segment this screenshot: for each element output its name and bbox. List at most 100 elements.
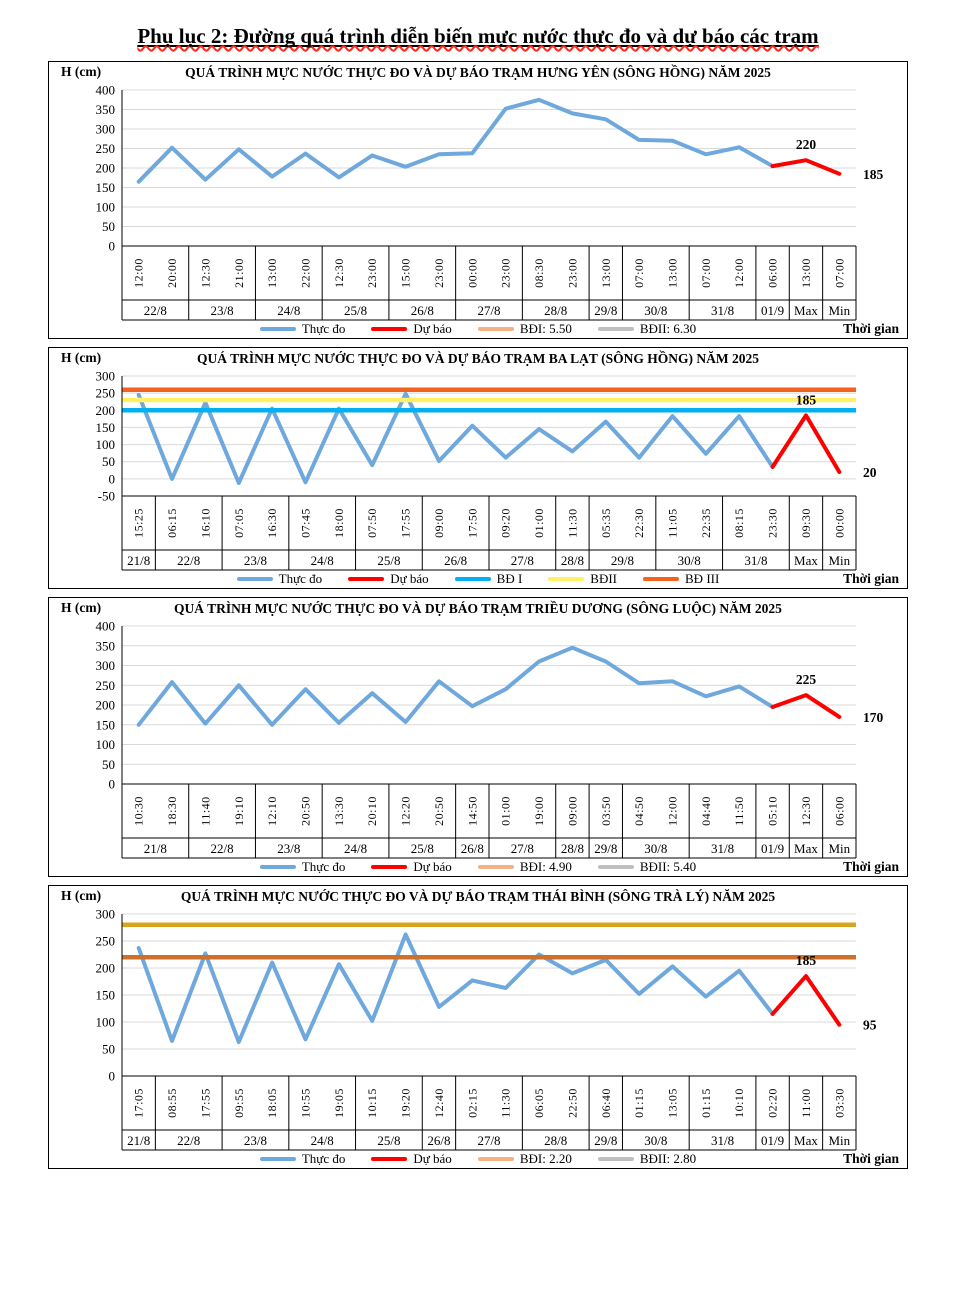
- svg-text:17:05: 17:05: [132, 1088, 146, 1118]
- svg-text:03:30: 03:30: [832, 1088, 846, 1118]
- legend-item: BĐII: [548, 571, 617, 587]
- svg-text:400: 400: [96, 82, 116, 97]
- svg-text:01/9: 01/9: [761, 303, 784, 318]
- svg-text:30/8: 30/8: [644, 1133, 667, 1148]
- legend-label: Thực đo: [301, 321, 346, 337]
- x-axis-title: Thời gian: [843, 570, 899, 586]
- svg-text:10:55: 10:55: [299, 1088, 313, 1118]
- legend-label: Dự báo: [413, 1151, 452, 1166]
- y-axis-title: H (cm): [61, 349, 102, 365]
- legend-row: Thực đo Dự báo BĐI: 5.50 BĐII: 6.30 Thời gi…: [49, 321, 907, 338]
- svg-text:12:30: 12:30: [198, 258, 212, 288]
- svg-text:150: 150: [96, 420, 116, 435]
- svg-text:Max: Max: [794, 841, 818, 856]
- svg-text:26/8: 26/8: [411, 303, 434, 318]
- svg-text:05:10: 05:10: [766, 796, 780, 826]
- chart-title: QUÁ TRÌNH MỰC NƯỚC THỰC ĐO VÀ DỰ BÁO TRẠ…: [180, 888, 776, 904]
- svg-text:26/8: 26/8: [427, 1133, 450, 1148]
- chart-legend: Thực đo Dự báo BĐI: 5.50 BĐII: 6.30: [259, 321, 697, 337]
- svg-text:22:50: 22:50: [565, 1088, 579, 1118]
- svg-text:23/8: 23/8: [244, 553, 267, 568]
- x-axis-title: Thời gian: [843, 858, 899, 874]
- legend-item: Thực đo: [259, 1151, 345, 1167]
- svg-text:50: 50: [102, 454, 115, 469]
- legend-row: Thực đo Dự báo BĐI: 4.90 BĐII: 5.40 Thời gi…: [49, 859, 907, 876]
- svg-text:250: 250: [96, 677, 116, 692]
- legend-label: BĐI: 4.90: [519, 859, 572, 875]
- svg-text:22/8: 22/8: [177, 553, 200, 568]
- chart-legend: Thực đo Dự báo BĐI: 4.90 BĐII: 5.40: [259, 859, 697, 875]
- svg-text:225: 225: [796, 672, 817, 687]
- svg-text:07:00: 07:00: [632, 258, 646, 288]
- legend-label: BĐII: 6.30: [639, 321, 697, 337]
- svg-text:11:05: 11:05: [666, 508, 680, 537]
- svg-text:21/8: 21/8: [127, 1133, 150, 1148]
- legend-label: BĐII: 5.40: [639, 859, 697, 875]
- svg-text:300: 300: [96, 368, 116, 383]
- legend-swatch: [477, 327, 514, 332]
- svg-text:150: 150: [96, 717, 116, 732]
- svg-text:23:00: 23:00: [565, 258, 579, 288]
- svg-text:22/8: 22/8: [144, 303, 167, 318]
- svg-text:00:00: 00:00: [465, 258, 479, 288]
- svg-text:23:00: 23:00: [499, 258, 513, 288]
- svg-text:24/8: 24/8: [344, 841, 367, 856]
- svg-text:13:00: 13:00: [666, 258, 680, 288]
- svg-text:15:00: 15:00: [399, 258, 413, 288]
- svg-text:07:50: 07:50: [365, 508, 379, 538]
- svg-text:04:40: 04:40: [699, 796, 713, 826]
- svg-text:Max: Max: [794, 553, 818, 568]
- svg-text:25/8: 25/8: [377, 553, 400, 568]
- svg-text:09:30: 09:30: [799, 508, 813, 538]
- legend-swatch: [548, 577, 585, 582]
- svg-text:185: 185: [796, 392, 817, 407]
- svg-text:200: 200: [96, 403, 116, 418]
- svg-text:100: 100: [96, 437, 116, 452]
- svg-text:31/8: 31/8: [711, 1133, 734, 1148]
- svg-text:20:50: 20:50: [432, 796, 446, 826]
- svg-text:27/8: 27/8: [511, 553, 534, 568]
- legend-label: Dự báo: [390, 571, 429, 587]
- svg-text:29/8: 29/8: [594, 841, 617, 856]
- legend-swatch: [371, 1157, 408, 1161]
- svg-text:29/8: 29/8: [594, 303, 617, 318]
- svg-text:19:20: 19:20: [399, 1088, 413, 1118]
- svg-text:250: 250: [96, 141, 116, 156]
- svg-text:21:00: 21:00: [232, 258, 246, 288]
- chart-legend: Thực đo Dự báo BĐ I BĐII BĐ III: [236, 571, 719, 587]
- svg-text:15:25: 15:25: [132, 508, 146, 538]
- svg-text:200: 200: [96, 960, 116, 975]
- legend-swatch: [597, 327, 634, 332]
- svg-text:100: 100: [96, 737, 116, 752]
- svg-text:13:30: 13:30: [332, 796, 346, 826]
- svg-text:400: 400: [96, 618, 116, 633]
- chart-title: QUÁ TRÌNH MỰC NƯỚC THỰC ĐO VÀ DỰ BÁO TRẠ…: [174, 600, 782, 616]
- svg-text:30/8: 30/8: [644, 841, 667, 856]
- svg-text:95: 95: [863, 1017, 877, 1032]
- chart-thai-binh: H (cm) QUÁ TRÌNH MỰC NƯỚC THỰC ĐO VÀ DỰ …: [48, 884, 908, 1169]
- svg-text:27/8: 27/8: [477, 303, 500, 318]
- svg-text:18:00: 18:00: [332, 508, 346, 538]
- page-title-text: Phụ lục 2: Đường quá trình diễn biến mực…: [137, 24, 819, 48]
- svg-text:25/8: 25/8: [344, 303, 367, 318]
- legend-item: BĐII: 5.40: [597, 859, 697, 875]
- svg-text:07:00: 07:00: [832, 258, 846, 288]
- svg-text:18:30: 18:30: [165, 796, 179, 826]
- svg-text:05:35: 05:35: [599, 508, 613, 538]
- svg-text:Min: Min: [828, 553, 850, 568]
- legend-row: Thực đo Dự báo BĐI: 2.20 BĐII: 2.80 Thời gi…: [49, 1151, 907, 1168]
- svg-text:25/8: 25/8: [411, 841, 434, 856]
- svg-text:27/8: 27/8: [477, 1133, 500, 1148]
- legend-label: BĐII: [590, 571, 618, 587]
- svg-text:350: 350: [96, 102, 116, 117]
- x-axis-title: Thời gian: [843, 320, 899, 336]
- legend-item: Dự báo: [371, 321, 452, 337]
- legend-label: Thực đo: [301, 859, 346, 875]
- chart-title: QUÁ TRÌNH MỰC NƯỚC THỰC ĐO VÀ DỰ BÁO TRẠ…: [197, 350, 759, 366]
- svg-text:250: 250: [96, 385, 116, 400]
- chart-plot: 0 50 100 150 200 250 300 350 400 21/8 10:30 18:30 22…: [96, 618, 884, 859]
- svg-text:02:20: 02:20: [766, 1088, 780, 1118]
- svg-text:300: 300: [96, 658, 116, 673]
- legend-swatch: [454, 577, 491, 582]
- legend-label: BĐ I: [496, 571, 523, 587]
